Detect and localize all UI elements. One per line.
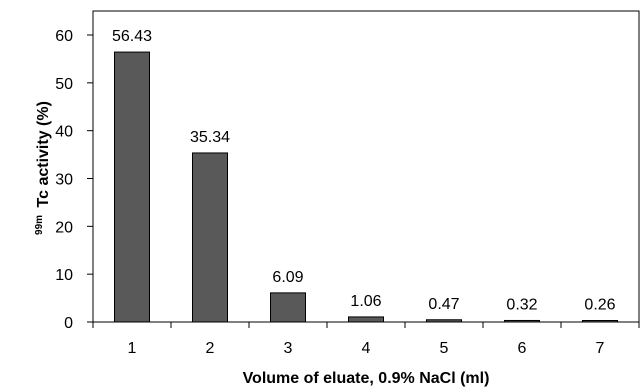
y-axis-title-superscript: 99m <box>34 215 45 235</box>
x-tick-label-2: 2 <box>206 340 215 357</box>
data-label-4: 1.06 <box>350 293 381 310</box>
data-label-2: 35.34 <box>190 129 230 146</box>
x-tick-label-4: 4 <box>362 340 371 357</box>
bar-3 <box>270 292 306 323</box>
y-axis-title-text: Tc activity (%) <box>35 101 52 207</box>
data-label-3: 6.09 <box>272 269 303 286</box>
y-axis-ticks: 0 10 20 30 40 50 60 <box>55 28 93 332</box>
data-label-1: 56.43 <box>112 28 152 45</box>
bar-2 <box>192 152 228 323</box>
y-tick-label: 0 <box>64 315 73 332</box>
y-tick-label: 10 <box>55 267 73 284</box>
data-label-7: 0.26 <box>584 297 615 314</box>
x-axis-ticks: 1 2 3 4 5 6 7 <box>92 322 640 357</box>
y-tick-label: 20 <box>55 219 73 236</box>
x-tick-label-5: 5 <box>440 340 449 357</box>
data-label-6: 0.32 <box>506 296 537 313</box>
y-tick-label: 50 <box>55 76 73 93</box>
plot-area-frame <box>92 10 640 323</box>
bar-6 <box>504 319 540 323</box>
y-tick-label: 30 <box>55 172 73 189</box>
data-label-5: 0.47 <box>428 296 459 313</box>
x-tick-label-1: 1 <box>128 340 137 357</box>
bar-7 <box>582 320 618 323</box>
bar-1 <box>114 51 150 323</box>
bar-4 <box>348 316 384 323</box>
bar-5 <box>426 319 462 323</box>
x-tick-label-3: 3 <box>284 340 293 357</box>
x-axis-title: Volume of eluate, 0.9% NaCl (ml) <box>243 370 490 387</box>
svg-text:99m Tc activity (%): 99m Tc activity (%) <box>29 101 52 235</box>
y-tick-label: 40 <box>55 124 73 141</box>
x-tick-label-6: 6 <box>518 340 527 357</box>
y-tick-label: 60 <box>55 28 73 45</box>
bars <box>114 51 618 323</box>
x-tick-label-7: 7 <box>596 340 605 357</box>
y-axis-title: 99m Tc activity (%) <box>29 101 52 235</box>
data-labels: 56.43 35.34 6.09 1.06 0.47 0.32 0.26 <box>112 28 616 313</box>
